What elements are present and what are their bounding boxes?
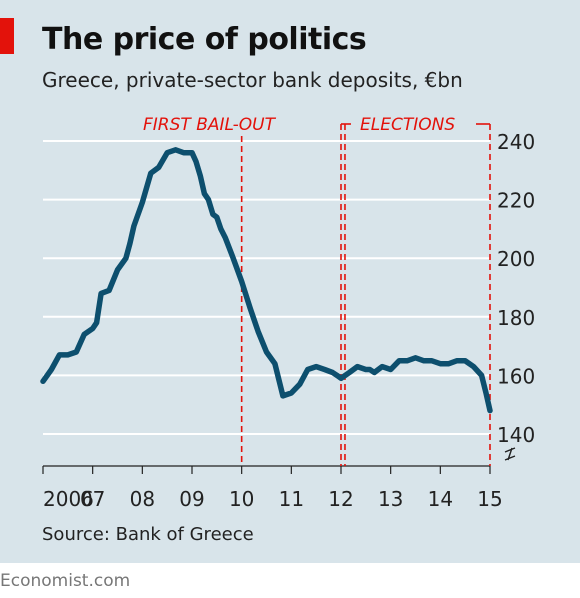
x-tick-label-15: 15	[477, 487, 502, 511]
x-tick-label-10: 10	[229, 487, 254, 511]
axis-break-mark	[504, 447, 516, 461]
red-brand-tab	[0, 18, 14, 54]
brand-footer: Economist.com	[0, 571, 131, 591]
series-deposits-line	[40, 147, 493, 414]
y-tick-label-220: 220	[497, 189, 535, 213]
x-tick-label-07: 07	[80, 487, 105, 511]
elections-label: ELECTIONS	[360, 115, 455, 135]
x-tick-label-09: 09	[179, 487, 204, 511]
source-note: Source: Bank of Greece	[42, 524, 254, 545]
x-tick-label-13: 13	[378, 487, 403, 511]
bailout-label: FIRST BAIL-OUT	[143, 115, 277, 135]
chart-title: The price of politics	[42, 22, 367, 57]
y-tick-label-240: 240	[497, 130, 535, 154]
x-tick-label-11: 11	[279, 487, 304, 511]
x-tick-label-08: 08	[130, 487, 155, 511]
x-tick-label-12: 12	[328, 487, 353, 511]
y-tick-label-180: 180	[497, 306, 535, 330]
x-tick-label-14: 14	[428, 487, 453, 511]
y-tick-label-200: 200	[497, 247, 535, 271]
x-tick-label-2006: 2006	[43, 487, 94, 511]
chart-subtitle: Greece, private-sector bank deposits, €b…	[42, 68, 463, 92]
y-tick-label-160: 160	[497, 364, 535, 388]
chart-panel	[0, 0, 580, 563]
y-tick-label-140: 140	[497, 423, 535, 447]
